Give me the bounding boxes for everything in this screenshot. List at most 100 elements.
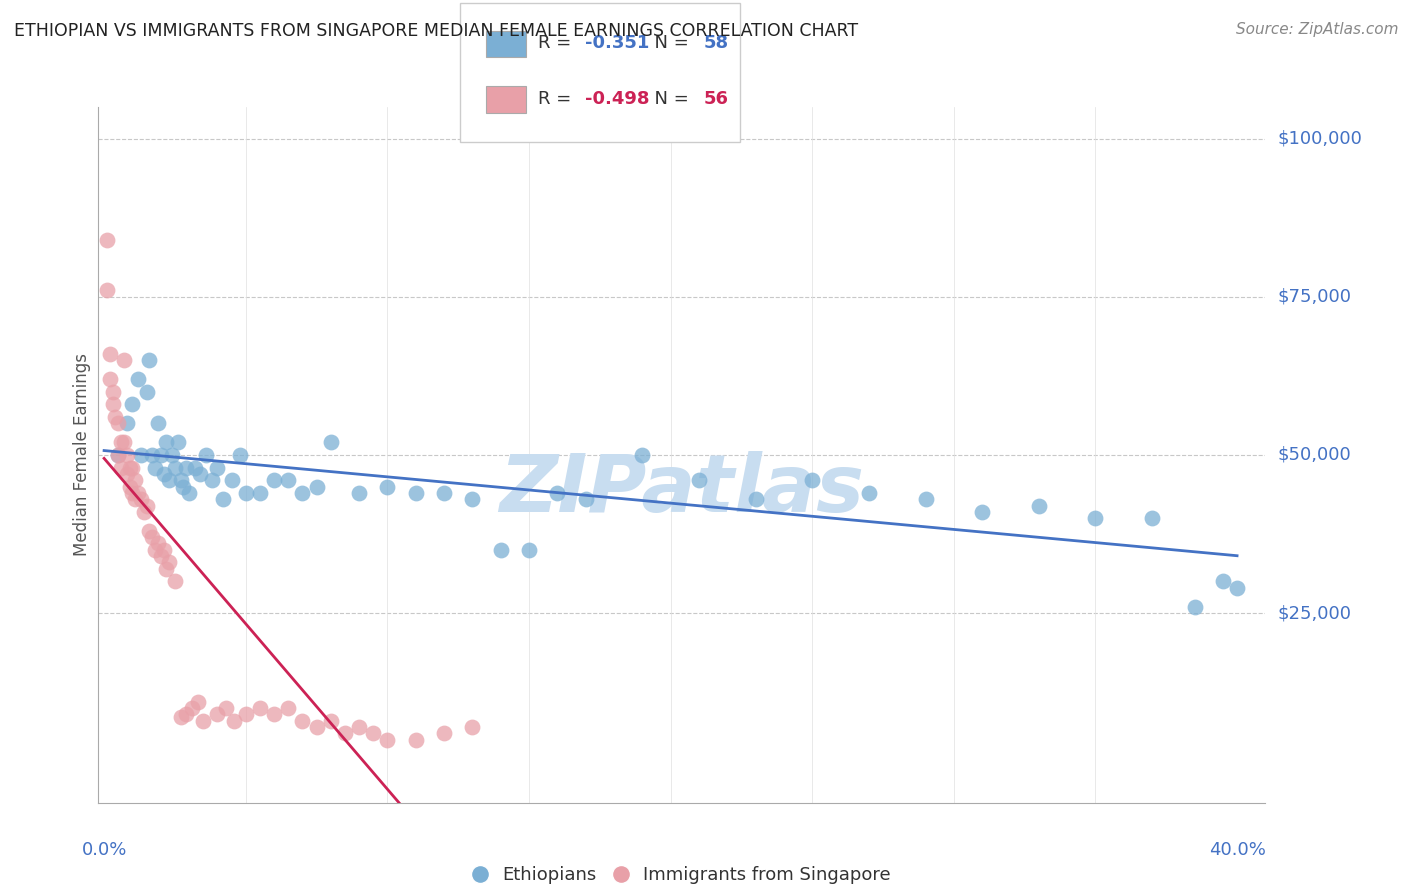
Text: $25,000: $25,000 [1277, 604, 1351, 622]
Text: N =: N = [644, 34, 695, 52]
Point [127, 372, 149, 386]
Point [361, 726, 384, 740]
Point [224, 714, 246, 728]
Point [546, 486, 568, 500]
Point [193, 714, 215, 728]
Point [277, 473, 299, 487]
Text: $75,000: $75,000 [1277, 288, 1351, 306]
Point [129, 448, 152, 462]
FancyBboxPatch shape [486, 87, 526, 112]
Point [212, 492, 235, 507]
Point [138, 353, 160, 368]
Point [135, 499, 157, 513]
Point [688, 473, 710, 487]
Point [155, 562, 177, 576]
Point [190, 467, 212, 481]
Point [163, 574, 186, 589]
Point [129, 492, 152, 507]
Point [517, 542, 540, 557]
Point [235, 707, 257, 722]
Point [124, 473, 146, 487]
Point [177, 486, 200, 500]
Point [801, 473, 824, 487]
Point [121, 397, 143, 411]
Text: 56: 56 [704, 90, 730, 108]
Text: 40.0%: 40.0% [1209, 841, 1265, 859]
Text: ETHIOPIAN VS IMMIGRANTS FROM SINGAPORE MEDIAN FEMALE EARNINGS CORRELATION CHART: ETHIOPIAN VS IMMIGRANTS FROM SINGAPORE M… [14, 22, 858, 40]
Point [172, 479, 194, 493]
Point [489, 542, 512, 557]
Point [143, 460, 166, 475]
Point [744, 492, 766, 507]
Point [235, 486, 257, 500]
Point [166, 435, 188, 450]
Point [249, 701, 271, 715]
Point [110, 460, 132, 475]
Point [127, 486, 149, 500]
Point [433, 726, 456, 740]
Point [152, 542, 174, 557]
Legend: Ethiopians, Immigrants from Singapore: Ethiopians, Immigrants from Singapore [465, 859, 898, 891]
Point [405, 486, 427, 500]
Text: $50,000: $50,000 [1277, 446, 1351, 464]
Point [347, 486, 370, 500]
Point [187, 695, 209, 709]
Y-axis label: Median Female Earnings: Median Female Earnings [73, 353, 91, 557]
Point [207, 460, 229, 475]
Point [1028, 499, 1050, 513]
Point [98, 347, 121, 361]
Point [229, 448, 252, 462]
Point [141, 530, 163, 544]
Point [135, 384, 157, 399]
Point [104, 409, 127, 424]
Point [115, 467, 138, 481]
Point [169, 710, 191, 724]
FancyBboxPatch shape [486, 30, 526, 57]
Text: R =: R = [538, 90, 578, 108]
Point [249, 486, 271, 500]
Point [221, 473, 243, 487]
Point [291, 714, 314, 728]
Point [141, 448, 163, 462]
Point [115, 448, 138, 462]
Point [118, 479, 141, 493]
Point [461, 720, 484, 734]
Point [263, 707, 285, 722]
Point [433, 486, 456, 500]
Point [124, 492, 146, 507]
Point [333, 726, 356, 740]
Point [163, 460, 186, 475]
Text: -0.498: -0.498 [585, 90, 650, 108]
Point [1140, 511, 1163, 525]
Point [107, 448, 129, 462]
Text: 58: 58 [704, 34, 730, 52]
Point [115, 417, 138, 431]
Text: Source: ZipAtlas.com: Source: ZipAtlas.com [1236, 22, 1399, 37]
Point [157, 556, 180, 570]
Point [174, 707, 197, 722]
Text: ZIPatlas: ZIPatlas [499, 450, 865, 529]
Point [107, 448, 129, 462]
Point [149, 448, 172, 462]
Point [121, 460, 143, 475]
Point [157, 473, 180, 487]
Point [180, 701, 202, 715]
Text: 0.0%: 0.0% [82, 841, 127, 859]
Point [631, 448, 654, 462]
Point [972, 505, 994, 519]
Point [347, 720, 370, 734]
Point [375, 479, 398, 493]
Point [291, 486, 314, 500]
Point [160, 448, 183, 462]
Point [914, 492, 936, 507]
Point [461, 492, 484, 507]
Point [195, 448, 218, 462]
Point [1212, 574, 1234, 589]
Point [201, 473, 224, 487]
Point [155, 435, 177, 450]
Text: R =: R = [538, 34, 578, 52]
Point [112, 435, 135, 450]
Point [1184, 599, 1206, 614]
Point [375, 732, 398, 747]
FancyBboxPatch shape [460, 3, 741, 142]
